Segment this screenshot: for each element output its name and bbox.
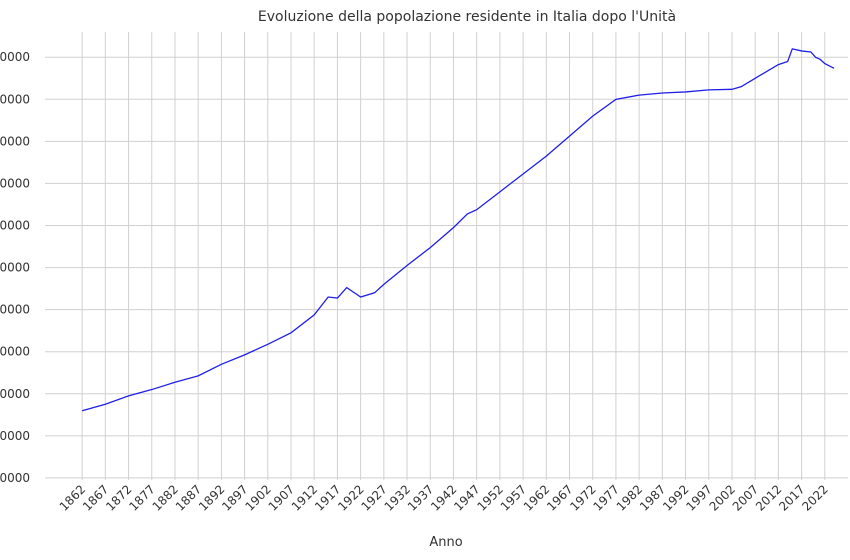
x-tick-label: 1912 [289, 482, 320, 513]
x-tick-label: 1987 [637, 482, 668, 513]
y-tick-label: 40000000 [0, 261, 30, 275]
x-tick-label: 1917 [312, 482, 343, 513]
y-tick-label: 20000000 [0, 471, 30, 485]
x-tick-label: 1922 [335, 482, 366, 513]
x-tick-label: 1927 [358, 482, 389, 513]
x-tick-label: 1972 [567, 482, 598, 513]
x-tick-label: 1902 [242, 482, 273, 513]
y-tick-label: 32000000 [0, 345, 30, 359]
x-tick-label: 1947 [451, 482, 482, 513]
x-tick-label: 1952 [475, 482, 506, 513]
x-tick-label: 1897 [219, 482, 250, 513]
y-tick-label: 52000000 [0, 134, 30, 148]
x-tick-label: 1872 [103, 482, 134, 513]
x-tick-label: 2012 [753, 482, 784, 513]
x-tick-label: 2017 [776, 482, 807, 513]
y-tick-label: 48000000 [0, 176, 30, 190]
x-tick-label: 1882 [150, 482, 181, 513]
x-tick-label: 1962 [521, 482, 552, 513]
y-tick-label: 24000000 [0, 429, 30, 443]
x-tick-label: 1867 [80, 482, 111, 513]
x-axis-label: Anno [429, 535, 462, 550]
x-tick-label: 1992 [660, 482, 691, 513]
x-tick-label: 1997 [683, 482, 714, 513]
y-tick-label: 56000000 [0, 92, 30, 106]
x-tick-label: 1932 [382, 482, 413, 513]
data-line [81, 48, 835, 412]
x-tick-label: 1892 [196, 482, 227, 513]
x-tick-label: 2022 [799, 482, 830, 513]
x-tick-label: 1982 [614, 482, 645, 513]
y-tick-label: 60000000 [0, 50, 30, 64]
x-tick-label: 1942 [428, 482, 459, 513]
chart-title: Evoluzione della popolazione residente i… [258, 9, 676, 25]
y-tick-label: 36000000 [0, 303, 30, 317]
x-tick-label: 1957 [498, 482, 529, 513]
x-tick-label: 1887 [173, 482, 204, 513]
y-tick-label: 44000000 [0, 219, 30, 233]
x-tick-label: 1967 [544, 482, 575, 513]
x-tick-label: 1937 [405, 482, 436, 513]
x-tick-label: 2002 [707, 482, 738, 513]
x-tick-label: 2007 [730, 482, 761, 513]
x-tick-label: 1862 [57, 482, 88, 513]
x-tick-label: 1877 [126, 482, 157, 513]
x-tick-label: 1907 [266, 482, 297, 513]
x-tick-label: 1977 [591, 482, 622, 513]
y-tick-label: 28000000 [0, 387, 30, 401]
